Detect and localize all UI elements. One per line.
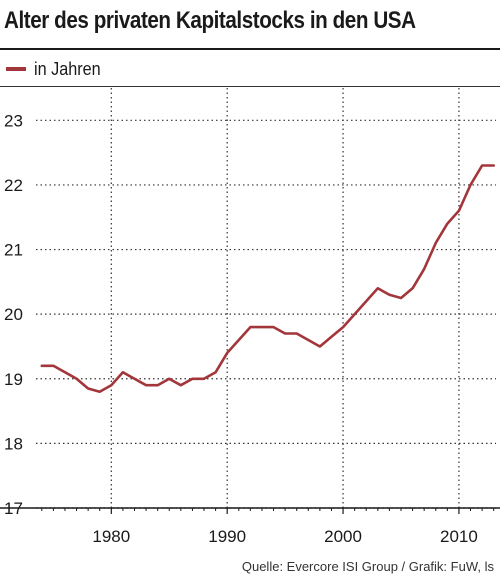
x-tick-label: 1990: [208, 527, 246, 546]
y-tick-label: 18: [4, 434, 23, 453]
series-line: [40, 164, 496, 394]
line-chart: 17 18 19 20 21 22 23 1980 1990 2000 2010: [0, 88, 500, 546]
x-tick-label: 2000: [324, 527, 362, 546]
chart-title: Alter des privaten Kapitalstocks in den …: [4, 7, 416, 34]
legend-swatch: [6, 67, 26, 71]
y-tick-label: 19: [4, 370, 23, 389]
y-tick-label: 20: [4, 305, 23, 324]
grid: [36, 88, 496, 509]
legend-rule: [0, 86, 500, 87]
y-tick-label: 17: [4, 499, 23, 518]
x-tick-label: 2010: [440, 527, 478, 546]
y-tick-label: 23: [4, 111, 23, 130]
x-tick-label: 1980: [92, 527, 130, 546]
y-tick-label: 21: [4, 241, 23, 260]
tick-labels: 17 18 19 20 21 22 23 1980 1990 2000 2010: [4, 111, 478, 546]
legend-label: in Jahren: [34, 58, 101, 79]
y-tick-label: 22: [4, 176, 23, 195]
series: [40, 164, 496, 394]
source-note: Quelle: Evercore ISI Group / Grafik: FuW…: [241, 559, 494, 574]
axes: [0, 507, 500, 514]
title-rule: [0, 48, 500, 50]
legend: in Jahren: [6, 57, 108, 81]
